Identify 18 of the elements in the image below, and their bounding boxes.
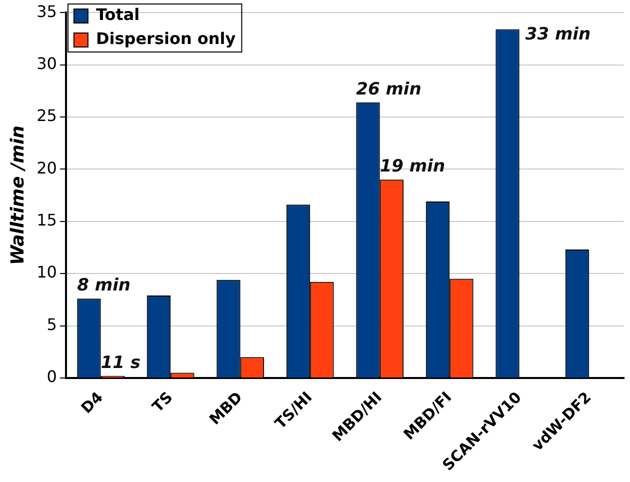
annotation: 26 min (356, 79, 422, 100)
y-tick-label: 25 (36, 106, 57, 126)
y-tick-label: 0 (46, 367, 57, 386)
y-tick-label: 30 (36, 54, 57, 73)
legend-label: Total (96, 5, 140, 24)
y-tick-label: 10 (36, 262, 57, 282)
annotation: 33 min (525, 24, 591, 45)
annotation: 8 min (77, 276, 131, 296)
y-tick-label: 20 (36, 158, 57, 178)
legend-label: Dispersion only (96, 29, 236, 48)
annotation: 11 s (100, 352, 141, 373)
y-axis-title: Walltime /min (7, 126, 28, 266)
y-tick-label: 15 (36, 210, 57, 230)
x-tick-label: TS (148, 388, 176, 416)
y-tick-label: 5 (46, 314, 57, 334)
x-tick-label: D4 (78, 388, 106, 418)
annotation: 19 min (380, 156, 446, 177)
y-tick-label: 35 (36, 2, 57, 21)
